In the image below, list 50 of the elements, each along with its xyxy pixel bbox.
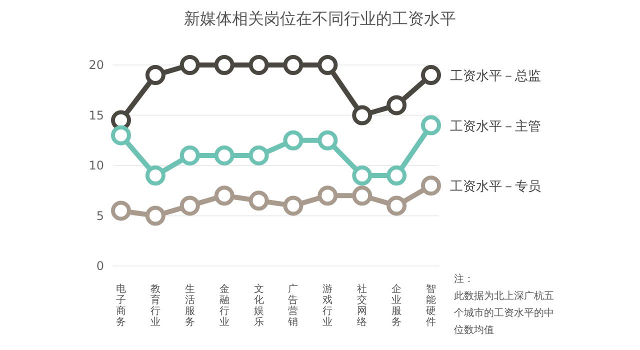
y-tick-label: 15 xyxy=(88,108,104,122)
point xyxy=(318,55,338,75)
point xyxy=(283,55,304,75)
point xyxy=(214,186,234,206)
y-tick-label: 0 xyxy=(96,259,104,273)
point xyxy=(318,130,338,150)
point xyxy=(386,196,407,216)
series-label: 工资水平－专员 xyxy=(450,180,541,195)
series-label: 工资水平－总监 xyxy=(450,69,541,84)
y-tick-label: 10 xyxy=(88,158,104,172)
point xyxy=(214,55,234,75)
x-tick-label: 文化娱乐 xyxy=(254,283,264,328)
series-label: 工资水平－主管 xyxy=(450,118,541,134)
point xyxy=(352,105,372,126)
point xyxy=(352,186,372,206)
point xyxy=(283,130,304,150)
x-tick-label: 广告营销 xyxy=(287,283,298,328)
point xyxy=(386,166,407,186)
point xyxy=(214,145,234,166)
x-tick-label: 电子商务 xyxy=(116,283,126,328)
point xyxy=(180,196,200,216)
x-tick-label: 金融行业 xyxy=(219,283,230,328)
point xyxy=(318,186,338,206)
text: 注： xyxy=(454,273,474,285)
x-tick-label: 游戏行业 xyxy=(322,283,333,328)
point xyxy=(386,95,407,116)
point xyxy=(145,166,166,186)
point xyxy=(180,145,200,166)
point xyxy=(111,125,131,146)
y-tick-label: 20 xyxy=(88,58,104,72)
x-tick-label: 企业服务 xyxy=(392,283,402,328)
chart-title: 新媒体相关岗位在不同行业的工资水平 xyxy=(184,9,456,28)
y-tick-label: 5 xyxy=(96,208,104,223)
point xyxy=(145,65,166,86)
point xyxy=(248,190,269,211)
x-tick-label: 社交网络 xyxy=(357,283,368,328)
x-tick-label: 教育行业 xyxy=(150,284,160,328)
x-tick-label: 智能硬件 xyxy=(426,283,436,328)
text: 此数据为北上深广杭五个城市的工资水平的中位数均值 xyxy=(454,290,554,336)
point xyxy=(145,206,166,226)
point xyxy=(421,115,441,136)
point xyxy=(421,65,441,86)
point xyxy=(283,196,304,216)
point xyxy=(248,55,269,75)
point xyxy=(180,55,200,75)
point xyxy=(111,200,131,221)
point xyxy=(421,176,441,196)
point xyxy=(248,145,269,166)
x-tick-label: 生活服务 xyxy=(184,283,195,328)
point xyxy=(352,166,372,186)
